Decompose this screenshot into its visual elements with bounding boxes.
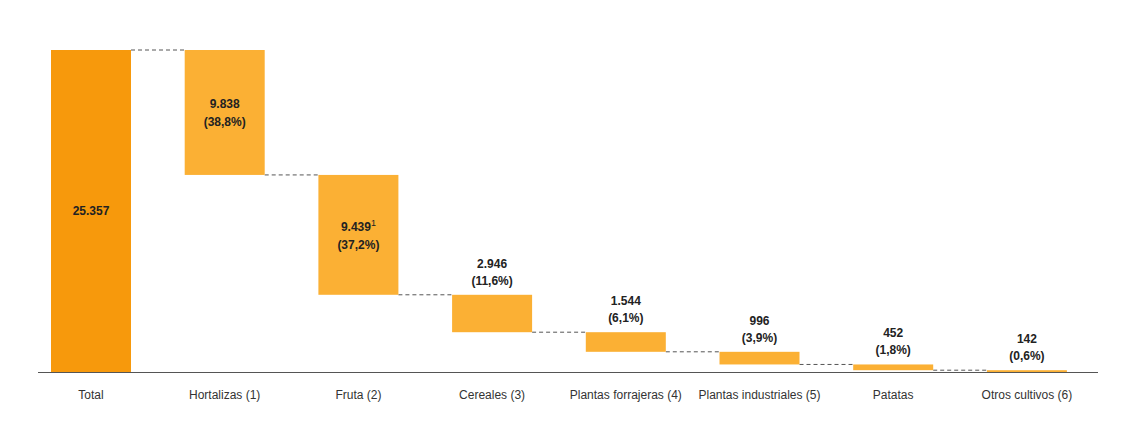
category-label: Hortalizas (1)	[189, 388, 260, 402]
data-label: 25.357	[73, 204, 110, 218]
connector	[800, 364, 854, 365]
category-label: Plantas industriales (5)	[698, 388, 820, 402]
connector	[532, 332, 586, 333]
category-label: Otros cultivos (6)	[982, 388, 1073, 402]
connector	[398, 294, 452, 295]
bar	[853, 364, 933, 370]
category-label: Fruta (2)	[335, 388, 381, 402]
percentage-label: (6,1%)	[608, 311, 643, 325]
footnote-mark: 1	[371, 218, 376, 228]
category-label: Total	[78, 388, 103, 402]
bar	[720, 352, 800, 365]
connectors	[131, 50, 987, 370]
percentage-label: (11,6%)	[471, 274, 512, 288]
connector	[666, 351, 720, 352]
percentage-label: (1,8%)	[876, 343, 911, 357]
category-label: Plantas forrajeras (4)	[570, 388, 682, 402]
data-label: 1.544	[611, 294, 641, 308]
percentage-label: (3,9%)	[742, 331, 777, 345]
data-label: 2.946	[477, 257, 507, 271]
bar	[185, 50, 265, 175]
bar	[987, 370, 1067, 372]
bar	[586, 332, 666, 352]
data-label: 9.838	[210, 97, 240, 111]
percentage-label: (37,2%)	[337, 238, 379, 252]
data-label: 996	[749, 314, 769, 328]
bar	[318, 175, 398, 295]
category-label: Cereales (3)	[459, 388, 525, 402]
baseline	[38, 372, 1098, 373]
labels: 25.357 9.838 (38,8%) 9.4391 (37,2%) 2.946 (11,…	[73, 97, 1073, 402]
connector	[933, 370, 987, 371]
percentage-label: (0,6%)	[1009, 349, 1044, 363]
chart-container: 25.357 9.838 (38,8%) 9.4391 (37,2%) 2.946 (11,…	[0, 0, 1134, 421]
data-label: 452	[883, 326, 903, 340]
connector	[265, 174, 319, 175]
bars	[51, 50, 1067, 372]
bar	[51, 50, 131, 372]
percentage-label: (38,8%)	[204, 115, 246, 129]
connector	[131, 50, 185, 51]
chart: 25.357 9.838 (38,8%) 9.4391 (37,2%) 2.946 (11,…	[0, 0, 1134, 421]
bar	[452, 295, 532, 332]
category-label: Patatas	[873, 388, 914, 402]
data-label: 142	[1017, 332, 1037, 346]
data-label: 9.4391	[341, 218, 376, 234]
